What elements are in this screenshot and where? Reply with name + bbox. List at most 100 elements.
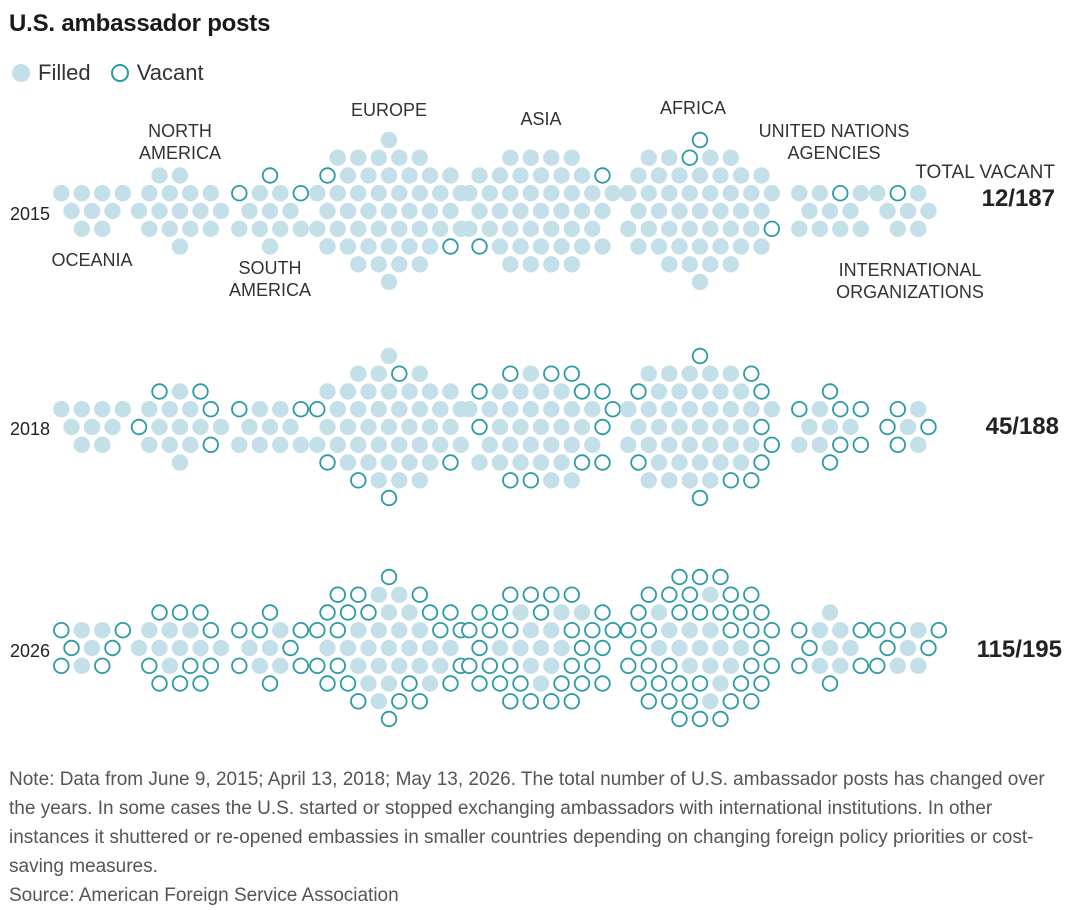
- vacant-post-dot-2026-asia: [471, 604, 488, 621]
- filled-post-dot-2015-oceania: [104, 202, 121, 220]
- filled-post-dot-2018-europe: [370, 365, 387, 382]
- vacant-post-dot-2018-asia: [594, 383, 611, 400]
- filled-post-dot-2015-africa: [620, 185, 637, 202]
- vacant-post-dot-2026-north-america: [202, 622, 219, 639]
- filled-post-dot-2015-europe: [380, 238, 398, 255]
- filled-post-dot-2015-north-america: [151, 202, 168, 220]
- region-label-north-america-line2: AMERICA: [139, 143, 221, 163]
- legend-vacant-label: Vacant: [136, 60, 204, 85]
- filled-post-dot-2026-europe: [432, 657, 449, 674]
- vacant-post-dot-2026-africa: [753, 639, 770, 657]
- vacant-post-dot-2026-europe: [319, 675, 336, 692]
- vacant-post-dot-2026-africa: [671, 568, 688, 586]
- filled-post-dot-2018-asia: [491, 418, 509, 436]
- filled-post-dot-2018-europe: [411, 472, 428, 489]
- vacant-post-dot-2026-asia: [491, 675, 509, 692]
- vacant-post-dot-2026-africa: [650, 675, 668, 692]
- filled-post-dot-2026-europe: [401, 639, 418, 657]
- filled-post-dot-2026-north-america: [171, 639, 189, 657]
- vacant-post-dot-2018-international-organizations: [920, 418, 937, 436]
- filled-post-dot-2015-europe: [370, 185, 387, 202]
- vacant-post-dot-2026-asia: [532, 604, 550, 621]
- filled-post-dot-2018-north-america: [171, 418, 189, 436]
- vacant-post-dot-2018-north-america: [202, 401, 219, 418]
- filled-post-dot-2018-north-america: [182, 436, 199, 453]
- filled-post-dot-2018-europe: [421, 454, 439, 471]
- filled-post-dot-2018-asia: [491, 383, 509, 400]
- vacant-post-dot-2018-europe: [391, 365, 408, 382]
- vacant-post-dot-2026-international-organizations: [920, 639, 937, 657]
- filled-post-dot-2018-south-america: [251, 401, 268, 418]
- vacant-post-dot-2026-africa: [743, 622, 760, 639]
- legend-filled: Filled: [12, 60, 91, 86]
- filled-post-dot-2018-europe: [350, 365, 367, 382]
- vacant-post-dot-2018-international-organizations: [879, 418, 896, 436]
- filled-post-dot-2018-international-organizations: [899, 418, 917, 436]
- filled-post-dot-2026-europe: [370, 622, 387, 639]
- vacant-post-dot-2018-asia: [604, 401, 621, 418]
- vacant-post-dot-2026-africa: [640, 586, 657, 603]
- filled-post-dot-2018-europe: [411, 401, 428, 418]
- filled-post-dot-2026-international-organizations: [899, 639, 917, 657]
- vacant-post-dot-2018-north-america: [151, 383, 168, 400]
- filled-post-dot-2015-oceania: [63, 202, 80, 220]
- region-label-south-america-line2: AMERICA: [229, 280, 311, 300]
- filled-post-dot-2018-oceania: [63, 418, 80, 436]
- vacant-post-dot-2018-africa: [763, 436, 780, 453]
- filled-post-dot-2026-north-america: [182, 622, 199, 639]
- vacant-post-dot-2026-europe: [319, 604, 336, 621]
- filled-post-dot-2026-north-america: [130, 639, 148, 657]
- filled-post-dot-2018-europe: [380, 454, 398, 471]
- filled-post-dot-2026-africa: [712, 675, 729, 692]
- filled-post-dot-2015-asia: [563, 149, 580, 166]
- filled-post-dot-2018-asia: [512, 383, 529, 400]
- filled-post-dot-2018-africa: [640, 365, 657, 382]
- filled-post-dot-2015-europe: [401, 167, 418, 184]
- filled-post-dot-2015-africa: [661, 220, 678, 237]
- filled-post-dot-2026-europe: [339, 639, 357, 657]
- filled-post-dot-2015-north-america: [182, 220, 199, 237]
- vacant-post-dot-2026-asia: [563, 622, 580, 639]
- vacant-post-dot-2026-south-america: [251, 622, 268, 639]
- filled-post-dot-2018-europe: [360, 418, 377, 436]
- filled-post-dot-2026-europe: [350, 622, 367, 639]
- filled-post-dot-2015-africa: [753, 238, 770, 255]
- filled-post-dot-2026-oceania: [73, 657, 91, 674]
- filled-post-dot-2026-europe: [411, 657, 428, 674]
- vacant-post-dot-2026-africa: [681, 586, 698, 603]
- filled-post-dot-2026-europe: [380, 604, 398, 621]
- filled-post-dot-2018-africa: [630, 418, 647, 436]
- filled-post-dot-2015-asia: [573, 202, 591, 220]
- region-label-oceania: OCEANIA: [51, 250, 132, 270]
- filled-post-dot-2015-asia: [604, 185, 621, 202]
- filled-post-dot-2015-africa: [712, 202, 729, 220]
- filled-post-dot-2026-north-america: [161, 622, 178, 639]
- vacant-post-dot-2018-europe: [350, 472, 367, 489]
- vacant-post-dot-2018-africa: [753, 383, 770, 400]
- filled-post-dot-2015-africa: [743, 220, 760, 237]
- filled-post-dot-2018-international-organizations: [910, 436, 927, 453]
- vacant-post-dot-2026-united-nations-agencies: [852, 657, 869, 674]
- vacant-post-dot-2026-europe: [350, 693, 367, 710]
- vacant-post-dot-2026-africa: [732, 604, 750, 621]
- filled-post-dot-2015-africa: [630, 202, 647, 220]
- filled-post-dot-2015-europe: [350, 185, 367, 202]
- filled-post-dot-2018-africa: [722, 365, 739, 382]
- filled-post-dot-2015-south-america: [272, 220, 289, 237]
- filled-post-dot-2015-africa: [691, 273, 709, 291]
- filled-post-dot-2015-europe: [401, 202, 418, 220]
- filled-post-dot-2018-europe: [452, 436, 469, 453]
- vacant-post-dot-2026-asia: [471, 675, 488, 692]
- vacant-post-dot-2026-africa: [712, 604, 729, 621]
- vacant-post-dot-2018-united-nations-agencies: [821, 454, 839, 471]
- filled-post-dot-2015-asia: [502, 220, 519, 237]
- vacant-post-dot-2026-asia: [573, 675, 591, 692]
- vacant-post-dot-2026-africa: [743, 586, 760, 603]
- filled-post-dot-2018-oceania: [73, 436, 91, 453]
- filled-post-dot-2015-europe: [442, 167, 459, 184]
- vacant-post-dot-2026-oceania: [63, 639, 80, 657]
- vacant-post-dot-2026-international-organizations: [869, 622, 886, 639]
- vacant-post-dot-2015-africa: [763, 220, 780, 237]
- vacant-dot-icon: [110, 64, 129, 82]
- vacant-post-dot-2018-united-nations-agencies: [821, 383, 839, 400]
